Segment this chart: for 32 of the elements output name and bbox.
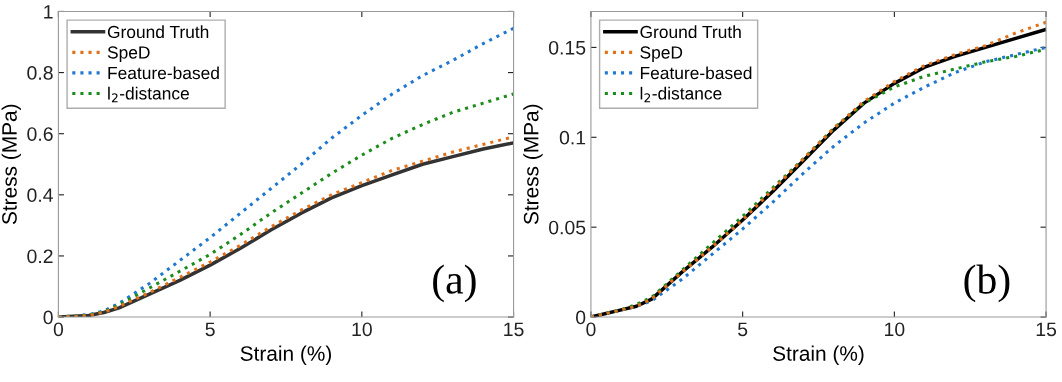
x-tick-label: 5	[738, 322, 748, 337]
y-tick-label: 0.1	[559, 130, 586, 145]
y-tick-label: 0.8	[27, 66, 53, 80]
x-tick-label: 0	[586, 322, 596, 337]
y-tick-label: 0	[576, 310, 586, 325]
x-tick-label: 0	[53, 322, 64, 337]
x-tick-label: 15	[504, 322, 524, 337]
y-tick-label: 0.4	[27, 188, 53, 203]
legend-label: Ground Truth	[107, 25, 209, 39]
y-tick-label: 1	[44, 5, 53, 19]
y-tick-label: 0	[43, 310, 53, 325]
y-tick-label: 0.2	[27, 249, 53, 264]
x-tick-label: 5	[205, 322, 215, 337]
legend-label: Feature-based	[640, 66, 752, 80]
x-axis-title: Strain (%)	[240, 345, 331, 366]
legend-label: Feature-based	[108, 66, 219, 80]
legend-label: Ground Truth	[640, 25, 741, 39]
x-tick-label: 10	[885, 322, 905, 337]
y-tick-label: 0.6	[27, 127, 53, 141]
y-tick-label: 0.05	[548, 220, 586, 235]
annotation: (a)	[433, 264, 476, 303]
y-tick-label: 0.15	[548, 40, 586, 55]
x-axis-title: Strain (%)	[773, 345, 864, 366]
y-axis-title: Stress (MPa)	[523, 104, 543, 225]
x-tick-label: 10	[352, 322, 372, 337]
annotation: (b)	[964, 264, 1010, 303]
legend-label: SpeD	[107, 46, 150, 63]
legend-label: SpeD	[640, 46, 683, 63]
x-tick-label: 15	[1036, 322, 1057, 337]
y-axis-title: Stress (MPa)	[1, 104, 21, 225]
legend-label: l$_{2}$-distance	[108, 86, 189, 103]
legend-label: l$_{2}$-distance	[640, 86, 722, 103]
